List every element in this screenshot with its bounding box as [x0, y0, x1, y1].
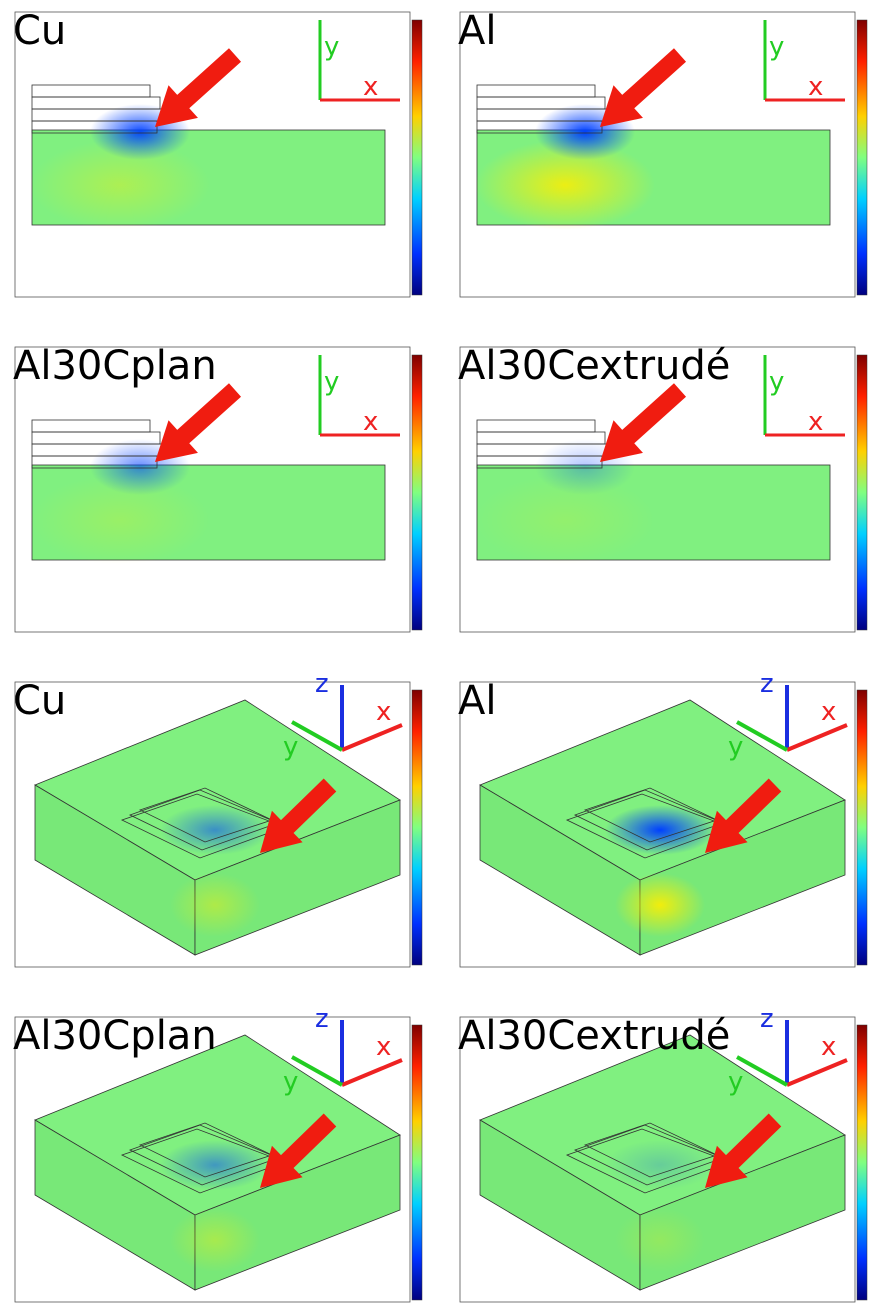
axis-label: z [760, 1004, 774, 1034]
stress-peak [30, 475, 210, 565]
panel: yx Cu [13, 8, 423, 298]
axis-label: y [769, 32, 784, 62]
axis-y [291, 1055, 343, 1087]
axis-label: x [363, 407, 378, 437]
colorbar [411, 1024, 423, 1301]
axis-x [341, 1058, 403, 1087]
axis-label: x [376, 1032, 391, 1062]
axis-label: y [728, 732, 743, 762]
panel-label: Al30Cextrudé [458, 1013, 730, 1059]
stress-peak [170, 1208, 260, 1272]
layer [476, 455, 603, 469]
axis-x [341, 723, 403, 752]
axis-label: y [283, 1067, 298, 1097]
axis-label: x [821, 1032, 836, 1062]
axis-y [736, 1055, 788, 1087]
axis-label: z [760, 669, 774, 699]
axis-x [786, 1058, 848, 1087]
arrow [260, 1113, 337, 1188]
layer [31, 120, 158, 134]
colorbar [856, 19, 868, 296]
arrow [705, 1113, 782, 1188]
colorbar [856, 354, 868, 631]
panel-label: Cu [13, 678, 66, 724]
axis-label: y [324, 32, 339, 62]
panel-label: Al [458, 678, 496, 724]
panel-label: Al30Cplan [13, 1013, 217, 1059]
panel-label: Al30Cplan [13, 343, 217, 389]
panel: z x y Cu [13, 669, 423, 968]
arrow [155, 48, 242, 128]
stress-peak [30, 140, 210, 230]
panel-label: Al [458, 8, 496, 54]
axis-y [291, 720, 343, 752]
panel: z x y Al30Cplan [13, 1004, 423, 1303]
axis-label: x [363, 72, 378, 102]
stress-peak [170, 873, 260, 937]
panel-label: Al30Cextrudé [458, 343, 730, 389]
arrow [260, 778, 337, 853]
panel: z x y Al [458, 669, 868, 968]
arrow [155, 383, 242, 462]
colorbar [411, 354, 423, 631]
stress-peak [615, 1208, 705, 1272]
layer [31, 455, 158, 469]
stress-peak [475, 475, 655, 565]
axis-label: z [315, 1004, 329, 1034]
axis-label: y [728, 1067, 743, 1097]
colorbar [856, 1024, 868, 1301]
colorbar [411, 689, 423, 966]
axis-label: x [808, 407, 823, 437]
stress-peak [475, 140, 655, 230]
panel: yx Al30Cextrudé [458, 343, 868, 633]
stress-peak [615, 873, 705, 937]
panel: yx Al [458, 8, 868, 298]
axis-y [736, 720, 788, 752]
colorbar [856, 689, 868, 966]
axis-label: x [821, 697, 836, 727]
layer [476, 120, 603, 134]
panel: z x y Al30Cextrudé [458, 1004, 868, 1303]
panel: yx Al30Cplan [13, 343, 423, 633]
axis-label: y [283, 732, 298, 762]
arrow [600, 383, 687, 462]
colorbar [411, 19, 423, 296]
axis-label: x [376, 697, 391, 727]
arrow [600, 48, 687, 128]
axis-x [786, 723, 848, 752]
arrow [705, 778, 782, 853]
axis-label: y [324, 367, 339, 397]
axis-label: x [808, 72, 823, 102]
panel-label: Cu [13, 8, 66, 54]
axis-label: y [769, 367, 784, 397]
axis-label: z [315, 669, 329, 699]
